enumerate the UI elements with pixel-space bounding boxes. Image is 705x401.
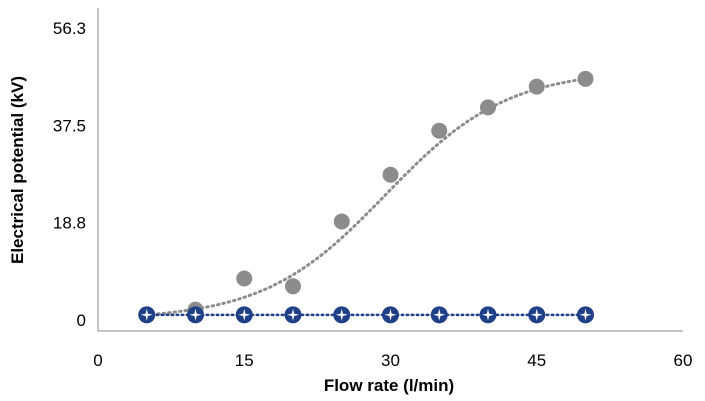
trendlines (145, 77, 587, 317)
data-point-series-2 (284, 306, 302, 324)
data-point-series-1 (236, 270, 253, 287)
x-tick-label: 45 (527, 351, 546, 370)
data-point-series-2 (138, 306, 156, 324)
data-point-series-2 (479, 306, 497, 324)
data-point-series-1 (431, 122, 448, 139)
data-point-series-1 (333, 213, 350, 230)
axes (97, 8, 683, 332)
y-tick-label: 18.8 (53, 213, 86, 232)
data-point-series-2 (187, 306, 204, 324)
data-point-series-2 (528, 306, 546, 324)
data-point-series-2 (430, 306, 448, 324)
x-tick-label: 15 (235, 351, 254, 370)
data-point-series-1 (285, 278, 301, 295)
data-point-series-1 (577, 70, 594, 87)
data-point-series-2 (333, 306, 351, 324)
x-tick-label: 30 (381, 351, 400, 370)
trendline-series-1 (145, 77, 587, 317)
data-point-series-1 (528, 78, 545, 95)
y-tick-label: 56.3 (53, 19, 86, 38)
data-point-series-2 (577, 306, 594, 324)
x-tick-label: 0 (93, 351, 102, 370)
data-point-series-2 (235, 306, 253, 324)
x-tick-label: 60 (674, 351, 693, 370)
data-point-series-1 (480, 99, 496, 116)
x-axis-title: Flow rate (l/min) (324, 376, 454, 395)
y-tick-label: 37.5 (53, 117, 86, 136)
data-points (138, 70, 594, 324)
data-point-series-2 (382, 306, 399, 324)
tick-labels: 0 15 30 45 60 0 18.8 37.5 56.3 (53, 19, 693, 370)
y-tick-label: 0 (77, 311, 86, 330)
data-point-series-1 (382, 166, 399, 183)
y-axis-title: Electrical potential (kV) (8, 76, 27, 264)
